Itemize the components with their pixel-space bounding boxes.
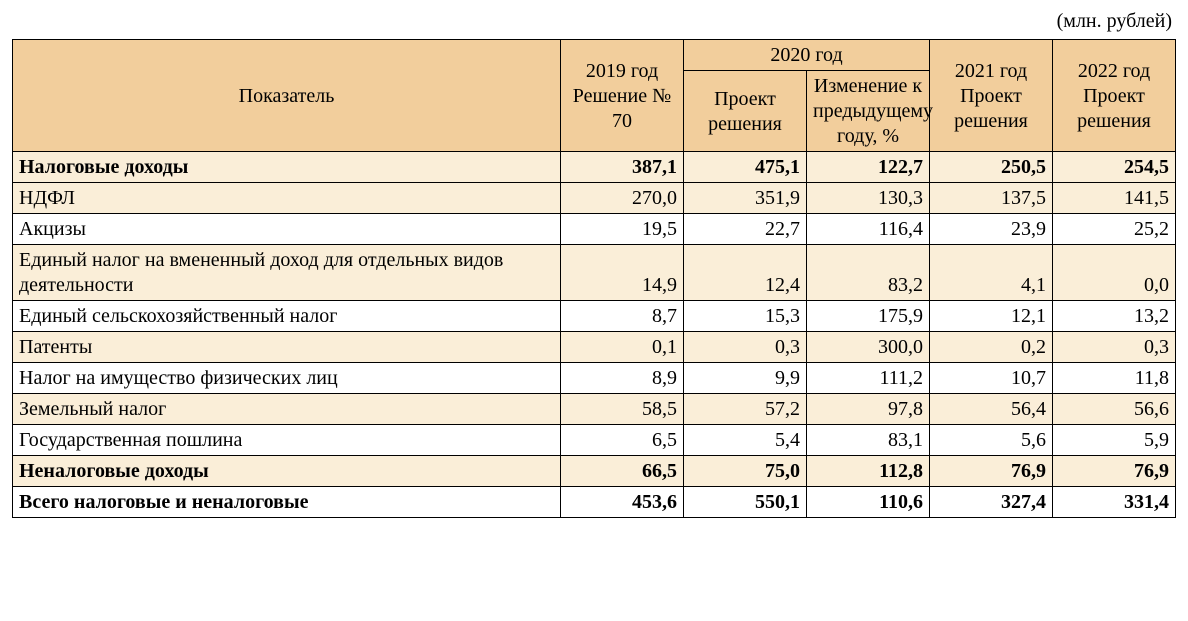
row-value: 111,2 [807,363,930,394]
row-value: 10,7 [930,363,1053,394]
row-value: 112,8 [807,456,930,487]
row-value: 8,7 [561,301,684,332]
col-indicator: Показатель [13,40,561,152]
row-value: 0,3 [1053,332,1176,363]
table-row: Единый налог на вмененный доход для отде… [13,245,1176,301]
row-value: 175,9 [807,301,930,332]
row-value: 5,9 [1053,425,1176,456]
row-label: Государственная пошлина [13,425,561,456]
row-value: 110,6 [807,487,930,518]
table-row: НДФЛ270,0351,9130,3137,5141,5 [13,183,1176,214]
col-2020-project: Проект решения [684,71,807,152]
row-value: 331,4 [1053,487,1176,518]
row-value: 130,3 [807,183,930,214]
row-value: 0,3 [684,332,807,363]
row-value: 66,5 [561,456,684,487]
table-row: Государственная пошлина6,55,483,15,65,9 [13,425,1176,456]
table-row: Единый сельскохозяйственный налог8,715,3… [13,301,1176,332]
col-2020-change: Изменение к предыдущему году, % [807,71,930,152]
col-2019: 2019 год Решение № 70 [561,40,684,152]
row-label: Патенты [13,332,561,363]
row-value: 15,3 [684,301,807,332]
row-value: 141,5 [1053,183,1176,214]
row-value: 83,1 [807,425,930,456]
row-value: 14,9 [561,245,684,301]
row-value: 4,1 [930,245,1053,301]
table-row: Земельный налог58,557,297,856,456,6 [13,394,1176,425]
table-row: Налог на имущество физических лиц8,99,91… [13,363,1176,394]
row-value: 19,5 [561,214,684,245]
table-row: Акцизы19,522,7116,423,925,2 [13,214,1176,245]
table-row: Всего налоговые и неналоговые453,6550,11… [13,487,1176,518]
row-value: 270,0 [561,183,684,214]
row-value: 56,4 [930,394,1053,425]
row-label: Земельный налог [13,394,561,425]
row-value: 5,6 [930,425,1053,456]
row-value: 23,9 [930,214,1053,245]
row-value: 475,1 [684,152,807,183]
row-label: Всего налоговые и неналоговые [13,487,561,518]
row-value: 5,4 [684,425,807,456]
row-value: 56,6 [1053,394,1176,425]
col-2022: 2022 год Проект решения [1053,40,1176,152]
row-value: 25,2 [1053,214,1176,245]
row-value: 0,0 [1053,245,1176,301]
row-value: 9,9 [684,363,807,394]
row-value: 122,7 [807,152,930,183]
row-label: Единый налог на вмененный доход для отде… [13,245,561,301]
row-value: 351,9 [684,183,807,214]
row-value: 453,6 [561,487,684,518]
row-value: 97,8 [807,394,930,425]
row-value: 83,2 [807,245,930,301]
row-value: 254,5 [1053,152,1176,183]
row-value: 550,1 [684,487,807,518]
table-row: Патенты0,10,3300,00,20,3 [13,332,1176,363]
row-label: Неналоговые доходы [13,456,561,487]
row-value: 76,9 [930,456,1053,487]
row-value: 75,0 [684,456,807,487]
row-value: 327,4 [930,487,1053,518]
row-value: 387,1 [561,152,684,183]
row-label: Налог на имущество физических лиц [13,363,561,394]
row-value: 57,2 [684,394,807,425]
table-body: Налоговые доходы387,1475,1122,7250,5254,… [13,152,1176,518]
table-row: Неналоговые доходы66,575,0112,876,976,9 [13,456,1176,487]
row-value: 8,9 [561,363,684,394]
budget-table: Показатель 2019 год Решение № 70 2020 го… [12,39,1176,518]
unit-note: (млн. рублей) [12,10,1172,33]
row-value: 137,5 [930,183,1053,214]
row-value: 0,1 [561,332,684,363]
table-header: Показатель 2019 год Решение № 70 2020 го… [13,40,1176,152]
row-value: 76,9 [1053,456,1176,487]
row-value: 13,2 [1053,301,1176,332]
row-label: НДФЛ [13,183,561,214]
row-label: Акцизы [13,214,561,245]
row-value: 250,5 [930,152,1053,183]
row-value: 6,5 [561,425,684,456]
table-row: Налоговые доходы387,1475,1122,7250,5254,… [13,152,1176,183]
col-2021: 2021 год Проект решения [930,40,1053,152]
row-value: 116,4 [807,214,930,245]
row-value: 22,7 [684,214,807,245]
row-value: 12,1 [930,301,1053,332]
row-value: 11,8 [1053,363,1176,394]
row-value: 0,2 [930,332,1053,363]
row-label: Налоговые доходы [13,152,561,183]
row-label: Единый сельскохозяйственный налог [13,301,561,332]
row-value: 58,5 [561,394,684,425]
row-value: 12,4 [684,245,807,301]
col-2020-group: 2020 год [684,40,930,71]
row-value: 300,0 [807,332,930,363]
